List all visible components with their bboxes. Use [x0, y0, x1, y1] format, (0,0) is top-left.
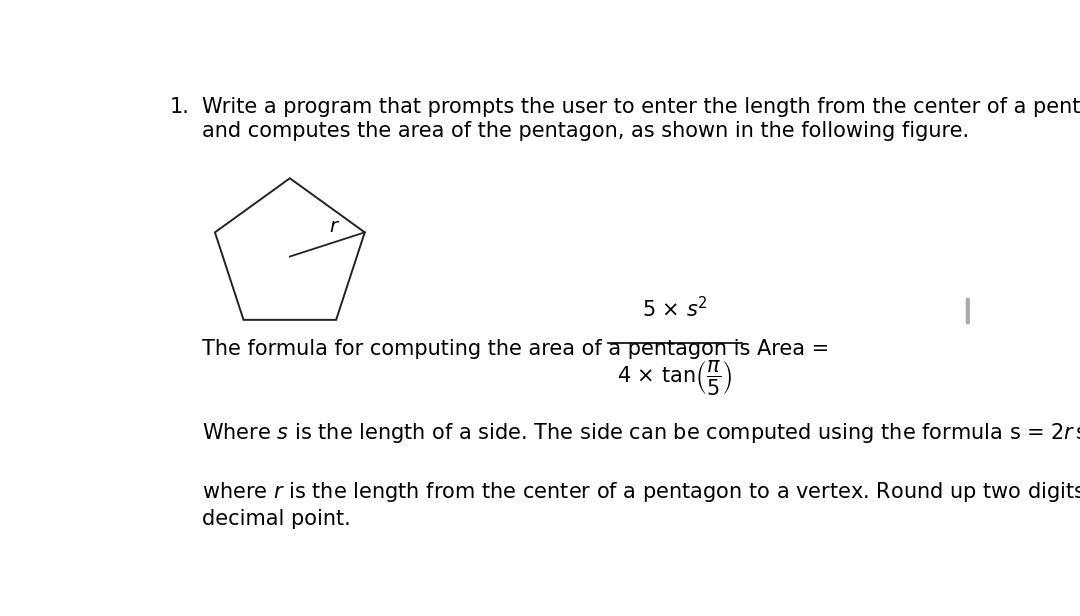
Text: decimal point.: decimal point.	[202, 509, 351, 529]
Text: The formula for computing the area of a pentagon is Area =: The formula for computing the area of a …	[202, 339, 836, 359]
Text: and computes the area of the pentagon, as shown in the following figure.: and computes the area of the pentagon, a…	[202, 121, 969, 141]
Text: r: r	[329, 217, 337, 236]
Text: Where $s$ is the length of a side. The side can be computed using the formula s : Where $s$ is the length of a side. The s…	[202, 416, 1080, 455]
Text: 5 $\times$ $s^2$: 5 $\times$ $s^2$	[642, 296, 707, 322]
Text: Write a program that prompts the user to enter the length from the center of a p: Write a program that prompts the user to…	[202, 97, 1080, 116]
Text: where $r$ is the length from the center of a pentagon to a vertex. Round up two : where $r$ is the length from the center …	[202, 480, 1080, 505]
Text: 1.: 1.	[171, 97, 190, 116]
Text: 4 $\times$ tan$\left(\dfrac{\pi}{5}\right)$: 4 $\times$ tan$\left(\dfrac{\pi}{5}\righ…	[617, 357, 732, 397]
